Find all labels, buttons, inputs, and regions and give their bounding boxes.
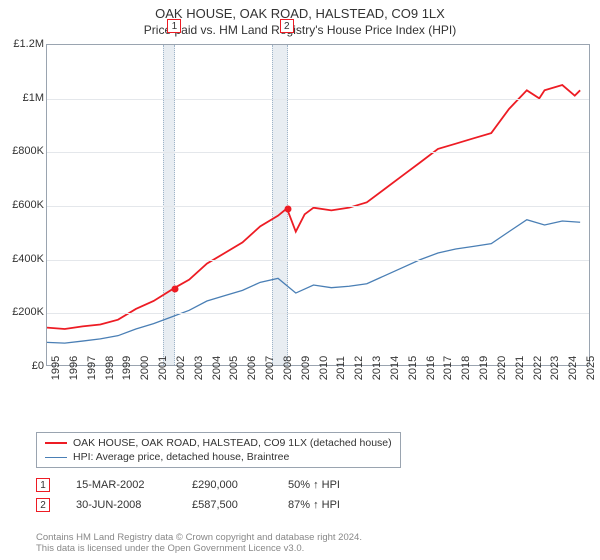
sale-row: 1 15-MAR-2002 £290,000 50% ↑ HPI <box>36 478 340 492</box>
x-axis-label: 2005 <box>228 356 240 380</box>
sales-table: 1 15-MAR-2002 £290,000 50% ↑ HPI 2 30-JUN-200… <box>36 478 340 518</box>
gridline-horizontal <box>47 99 589 100</box>
footer-line-1: Contains HM Land Registry data © Crown c… <box>36 532 362 543</box>
x-axis-label: 2003 <box>193 356 205 380</box>
legend-row: HPI: Average price, detached house, Brai… <box>45 450 392 464</box>
line-chart-svg <box>47 45 589 365</box>
x-axis-label: 2012 <box>353 356 365 380</box>
sale-row-marker: 2 <box>36 498 50 512</box>
sale-date: 15-MAR-2002 <box>76 479 166 491</box>
legend-label: OAK HOUSE, OAK ROAD, HALSTEAD, CO9 1LX (… <box>73 437 392 449</box>
plot-area: 12 <box>46 44 590 366</box>
y-axis-label: £0 <box>32 360 44 372</box>
x-axis-label: 2020 <box>496 356 508 380</box>
sale-date: 30-JUN-2008 <box>76 499 166 511</box>
y-axis-label: £1M <box>23 92 44 104</box>
legend-row: OAK HOUSE, OAK ROAD, HALSTEAD, CO9 1LX (… <box>45 436 392 450</box>
sale-row: 2 30-JUN-2008 £587,500 87% ↑ HPI <box>36 498 340 512</box>
y-axis-label: £400K <box>12 253 44 265</box>
y-axis-label: £800K <box>12 145 44 157</box>
x-axis-label: 2009 <box>300 356 312 380</box>
x-axis-label: 2015 <box>407 356 419 380</box>
x-axis-label: 2001 <box>157 356 169 380</box>
sale-price: £290,000 <box>192 479 262 491</box>
sale-pct: 87% ↑ HPI <box>288 499 340 511</box>
x-axis-label: 2002 <box>175 356 187 380</box>
gridline-horizontal <box>47 206 589 207</box>
x-axis-label: 1996 <box>68 356 80 380</box>
x-axis-label: 1997 <box>86 356 98 380</box>
footer-attribution: Contains HM Land Registry data © Crown c… <box>36 532 362 554</box>
legend: OAK HOUSE, OAK ROAD, HALSTEAD, CO9 1LX (… <box>36 432 401 468</box>
y-axis-label: £200K <box>12 306 44 318</box>
x-axis-label: 2023 <box>549 356 561 380</box>
sale-pct: 50% ↑ HPI <box>288 479 340 491</box>
sale-dot <box>284 206 291 213</box>
gridline-horizontal <box>47 152 589 153</box>
sale-row-marker: 1 <box>36 478 50 492</box>
x-axis-label: 2021 <box>514 356 526 380</box>
x-axis-label: 2019 <box>478 356 490 380</box>
x-axis-label: 1998 <box>104 356 116 380</box>
series-line <box>47 220 580 343</box>
footer-line-2: This data is licensed under the Open Gov… <box>36 543 362 554</box>
sale-price: £587,500 <box>192 499 262 511</box>
title-block: OAK HOUSE, OAK ROAD, HALSTEAD, CO9 1LX P… <box>0 0 600 39</box>
x-axis-label: 2010 <box>318 356 330 380</box>
gridline-horizontal <box>47 313 589 314</box>
legend-label: HPI: Average price, detached house, Brai… <box>73 451 289 463</box>
x-axis-label: 1999 <box>121 356 133 380</box>
x-axis-label: 2024 <box>567 356 579 380</box>
y-axis-label: £600K <box>12 199 44 211</box>
x-axis-label: 2013 <box>371 356 383 380</box>
sale-dot <box>172 286 179 293</box>
sale-marker: 1 <box>167 19 181 33</box>
chart-container: OAK HOUSE, OAK ROAD, HALSTEAD, CO9 1LX P… <box>0 0 600 560</box>
x-axis-label: 2004 <box>211 356 223 380</box>
series-line <box>47 85 580 329</box>
chart-title: OAK HOUSE, OAK ROAD, HALSTEAD, CO9 1LX <box>0 6 600 21</box>
legend-swatch <box>45 442 67 444</box>
x-axis-label: 2006 <box>246 356 258 380</box>
sale-marker: 2 <box>280 19 294 33</box>
x-axis-label: 2008 <box>282 356 294 380</box>
x-axis-label: 2000 <box>139 356 151 380</box>
x-axis-label: 2025 <box>585 356 597 380</box>
x-axis-label: 2016 <box>425 356 437 380</box>
x-axis-label: 2014 <box>389 356 401 380</box>
x-axis-label: 2011 <box>335 356 347 380</box>
chart-subtitle: Price paid vs. HM Land Registry's House … <box>0 23 600 37</box>
y-axis-label: £1.2M <box>13 38 44 50</box>
gridline-horizontal <box>47 260 589 261</box>
x-axis-label: 2022 <box>532 356 544 380</box>
legend-swatch <box>45 457 67 458</box>
x-axis-label: 2007 <box>264 356 276 380</box>
x-axis-label: 1995 <box>50 356 62 380</box>
x-axis-label: 2017 <box>442 356 454 380</box>
x-axis-label: 2018 <box>460 356 472 380</box>
